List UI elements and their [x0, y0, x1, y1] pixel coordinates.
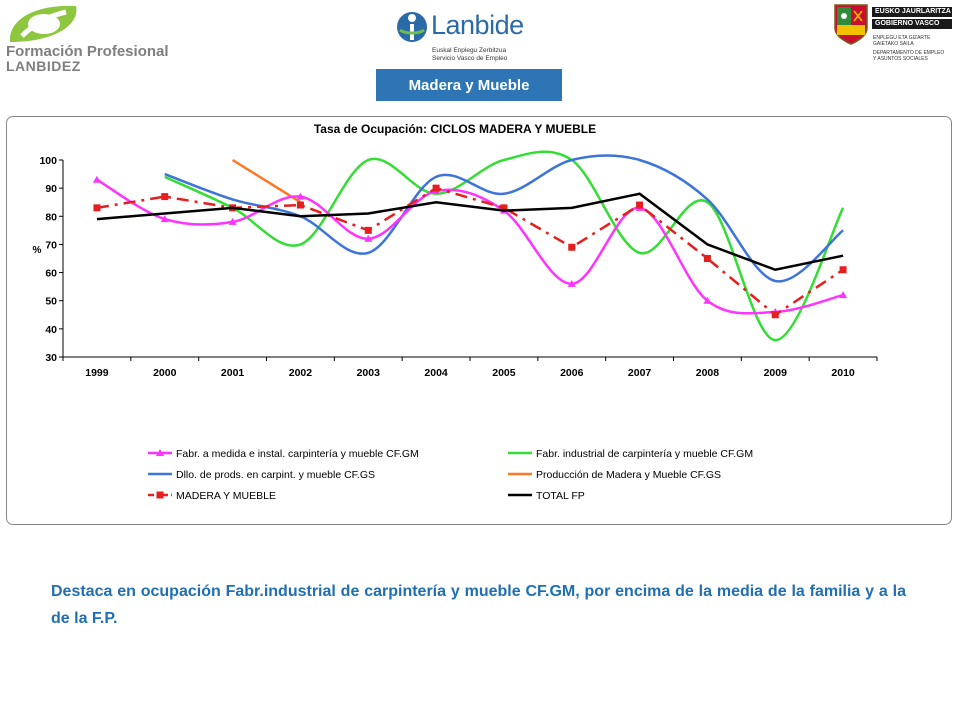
legend-label: Fabr. a medida e instal. carpintería y m…	[176, 448, 419, 460]
lanbide-subtitle-eu: Euskal Enplegu Zerbitzua	[432, 47, 507, 54]
y-tick-label: 100	[39, 155, 57, 167]
x-tick-label: 2010	[831, 367, 855, 379]
data-point-marker	[161, 193, 169, 201]
data-point-marker	[567, 279, 576, 287]
data-point-marker	[771, 311, 779, 319]
y-tick-label: 50	[45, 296, 57, 308]
data-point-marker	[500, 204, 508, 212]
y-tick-label: 80	[45, 211, 57, 223]
logo-line1: Formación Profesional	[6, 43, 169, 60]
lanbide-emblem-icon	[397, 12, 427, 42]
series-line-5	[96, 192, 844, 272]
logo-line2: LANBIDEZ	[6, 58, 81, 74]
x-tick-label: 2006	[560, 367, 584, 379]
gv-bar-eusko: EUSKO JAURLARITZA	[872, 7, 952, 17]
x-tick-label: 2001	[221, 367, 245, 379]
legend-label: Fabr. industrial de carpintería y mueble…	[536, 448, 753, 460]
data-point-marker	[636, 201, 644, 209]
legend-label: MADERA Y MUEBLE	[176, 490, 276, 502]
gobierno-vasco-logo: EUSKO JAURLARITZA GOBIERNO VASCO ENPLEGU…	[830, 0, 958, 70]
data-point-marker	[160, 215, 169, 223]
data-point-marker	[703, 255, 711, 262]
lanbide-logo: Lanbide Euskal Enplegu Zerbitzua Servici…	[395, 6, 535, 64]
lanbide-subtitle-es: Servicio Vasco de Empleo	[432, 55, 508, 62]
data-point-marker	[364, 234, 373, 242]
data-point-marker	[432, 184, 440, 192]
gv-dept-line1: ENPLEGU ETA GIZARTE	[873, 35, 931, 41]
legend-marker	[156, 491, 164, 499]
coat-of-arms-icon	[834, 4, 868, 45]
y-tick-label: 70	[45, 239, 57, 251]
summary-text: Destaca en ocupación Fabr.industrial de …	[51, 583, 906, 627]
legend-marker	[156, 449, 164, 456]
data-point-marker	[92, 175, 101, 183]
y-tick-label: 90	[45, 183, 57, 195]
data-point-marker	[839, 266, 847, 274]
x-tick-label: 2009	[764, 367, 788, 379]
series-line-1	[164, 150, 845, 342]
data-point-marker	[364, 226, 372, 234]
gv-dept-line3: DEPARTAMENTO DE EMPLEO	[873, 50, 945, 56]
legend-label: TOTAL FP	[536, 490, 585, 502]
data-point-marker	[228, 217, 237, 225]
x-tick-label: 2004	[424, 367, 448, 379]
occupancy-line-chart: Tasa de Ocupación: CICLOS MADERA Y MUEBL…	[33, 122, 878, 502]
data-point-marker	[839, 291, 848, 299]
x-tick-label: 2007	[628, 367, 652, 379]
data-point-marker	[296, 201, 304, 209]
gv-dept-line4: Y ASUNTOS SOCIALES	[873, 56, 928, 62]
y-tick-label: 60	[45, 268, 57, 280]
chart-title: Tasa de Ocupación: CICLOS MADERA Y MUEBL…	[314, 122, 596, 136]
series-line-4	[96, 186, 844, 317]
data-point-marker	[93, 204, 101, 212]
series-line-2	[164, 154, 844, 283]
legend-label: Producción de Madera y Mueble CF.GS	[536, 469, 721, 481]
x-tick-label: 1999	[85, 367, 109, 379]
series-line-3	[231, 158, 302, 204]
x-tick-label: 2003	[357, 367, 381, 379]
formacion-profesional-logo: Formación Profesional LANBIDEZ	[4, 2, 179, 74]
gv-dept-line2: GAIETAKO SAILA	[873, 41, 914, 47]
x-tick-label: 2008	[696, 367, 720, 379]
data-point-marker	[296, 192, 305, 200]
x-tick-label: 2000	[153, 367, 177, 379]
y-tick-label: 30	[45, 352, 57, 364]
data-point-marker	[703, 296, 712, 304]
data-point-marker	[568, 243, 576, 251]
leaf-logo-icon	[9, 5, 77, 42]
x-tick-label: 2002	[289, 367, 313, 379]
gv-bar-gobierno: GOBIERNO VASCO	[872, 19, 952, 29]
x-tick-label: 2005	[492, 367, 516, 379]
y-tick-label: 40	[45, 324, 57, 336]
legend-label: Dllo. de prods. en carpint. y mueble CF.…	[176, 469, 375, 481]
y-axis-label: %	[33, 245, 42, 256]
lanbide-name: Lanbide	[431, 10, 524, 40]
section-tag: Madera y Mueble	[376, 69, 562, 101]
